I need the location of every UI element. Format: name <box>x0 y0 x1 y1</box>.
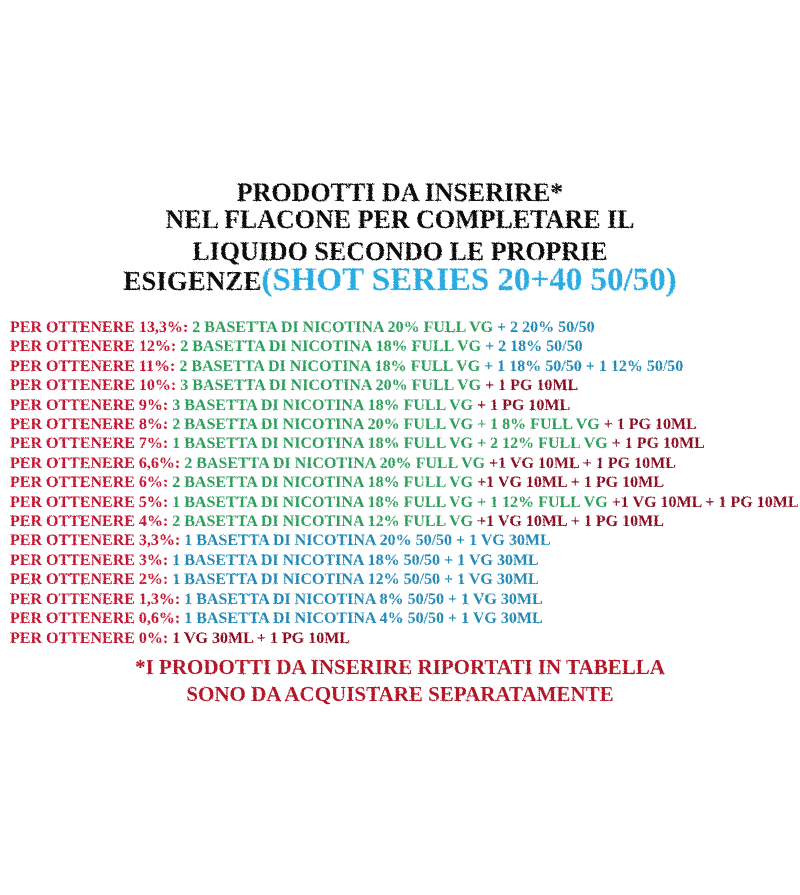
svg-text:PER OTTENERE 2%: 1 BASETTA DI: PER OTTENERE 2%: 1 BASETTA DI NICOTINA 1… <box>10 571 539 588</box>
svg-text:PER OTTENERE 10%: 3 BASETTA DI: PER OTTENERE 10%: 3 BASETTA DI NICOTINA … <box>10 377 578 394</box>
svg-text:PER OTTENERE 3%: 1 BASETTA DI: PER OTTENERE 3%: 1 BASETTA DI NICOTINA 1… <box>10 552 539 569</box>
svg-text:*I PRODOTTI DA INSERIRE RIPORT: *I PRODOTTI DA INSERIRE RIPORTATI IN TAB… <box>135 655 666 679</box>
svg-text:PER OTTENERE 9%: 3 BASETTA DI: PER OTTENERE 9%: 3 BASETTA DI NICOTINA 1… <box>10 397 570 414</box>
svg-text:PER OTTENERE 8%: 2 BASETTA DI: PER OTTENERE 8%: 2 BASETTA DI NICOTINA 2… <box>10 416 697 433</box>
svg-text:PER OTTENERE 6%: 2 BASETTA DI: PER OTTENERE 6%: 2 BASETTA DI NICOTINA 1… <box>10 474 664 491</box>
svg-text:PER OTTENERE 3,3%: 1 BASETTA D: PER OTTENERE 3,3%: 1 BASETTA DI NICOTINA… <box>10 532 551 549</box>
svg-text:PER OTTENERE 11%: 2 BASETTA DI: PER OTTENERE 11%: 2 BASETTA DI NICOTINA … <box>10 358 683 375</box>
svg-text:PER OTTENERE 0,6%: 1 BASETTA D: PER OTTENERE 0,6%: 1 BASETTA DI NICOTINA… <box>10 610 543 627</box>
svg-text:SONO DA ACQUISTARE SEPARATAMEN: SONO DA ACQUISTARE SEPARATAMENTE <box>186 682 613 706</box>
svg-text:ESIGENZE(SHOT SERIES 20+40 50/: ESIGENZE(SHOT SERIES 20+40 50/50) <box>123 262 676 298</box>
svg-text:PRODOTTI DA INSERIRE*: PRODOTTI DA INSERIRE* <box>237 178 564 207</box>
svg-text:PER OTTENERE 6,6%: 2 BASETTA D: PER OTTENERE 6,6%: 2 BASETTA DI NICOTINA… <box>10 455 676 472</box>
svg-text:PER OTTENERE 1,3%: 1 BASETTA D: PER OTTENERE 1,3%: 1 BASETTA DI NICOTINA… <box>10 591 543 608</box>
svg-text:PER OTTENERE 5%: 1 BASETTA DI: PER OTTENERE 5%: 1 BASETTA DI NICOTINA 1… <box>10 494 799 511</box>
svg-text:PER OTTENERE 4%: 2 BASETTA DI: PER OTTENERE 4%: 2 BASETTA DI NICOTINA 1… <box>10 513 664 530</box>
svg-text:PER OTTENERE 13,3%: 2 BASETTA: PER OTTENERE 13,3%: 2 BASETTA DI NICOTIN… <box>10 319 595 336</box>
svg-text:NEL FLACONE PER COMPLETARE IL: NEL FLACONE PER COMPLETARE IL <box>165 205 634 234</box>
svg-text:PER OTTENERE 7%: 1 BASETTA DI: PER OTTENERE 7%: 1 BASETTA DI NICOTINA 1… <box>10 435 705 452</box>
svg-text:PER OTTENERE 12%: 2 BASETTA DI: PER OTTENERE 12%: 2 BASETTA DI NICOTINA … <box>10 338 583 355</box>
svg-text:PER OTTENERE 0%: 1 VG 30ML + 1: PER OTTENERE 0%: 1 VG 30ML + 1 PG 10ML <box>10 630 350 647</box>
